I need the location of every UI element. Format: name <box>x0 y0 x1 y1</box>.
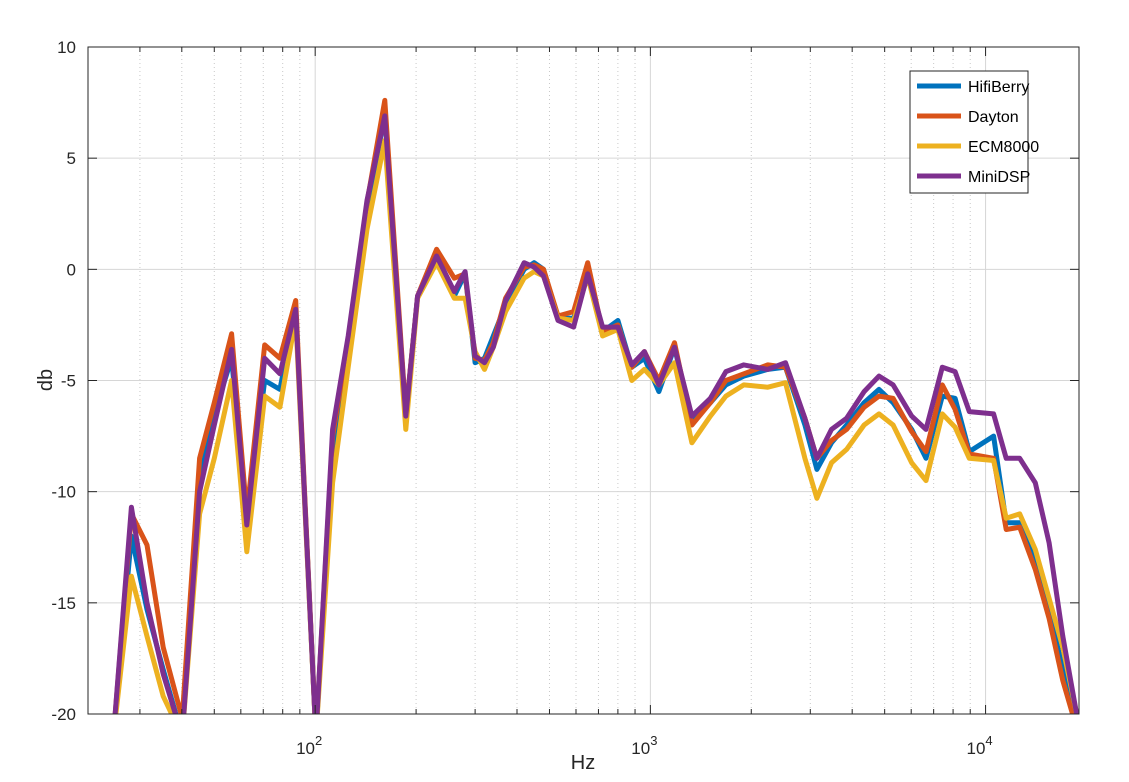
series-line-dayton <box>112 97 1076 714</box>
y-tick-label: 10 <box>57 38 76 57</box>
x-tick-labels: 102 103 104 <box>296 733 993 758</box>
y-tick-label: -15 <box>51 594 76 613</box>
x-tick-base: 10 <box>631 739 650 758</box>
y-tick-label: 0 <box>67 260 76 279</box>
legend-label-minidsp: MiniDSP <box>968 169 1030 186</box>
legend-label-hifiberry: HifiBerry <box>968 79 1029 96</box>
x-tick-base: 10 <box>296 739 315 758</box>
y-axis-label: db <box>35 369 57 391</box>
legend: HifiBerry Dayton ECM8000 MiniDSP <box>909 70 1039 194</box>
legend-label-ecm8000: ECM8000 <box>968 139 1039 156</box>
x-tick-base: 10 <box>966 739 985 758</box>
x-tick-exponent: 2 <box>315 733 322 748</box>
x-tick-label: 102 <box>296 733 322 758</box>
legend-label-dayton: Dayton <box>968 109 1019 126</box>
x-tick-label: 104 <box>966 733 992 758</box>
y-tick-labels: 10 5 0 -5 -10 -15 -20 <box>51 38 76 724</box>
x-axis-label: Hz <box>571 752 595 774</box>
tick-marks <box>88 46 1079 715</box>
y-tick-label: 5 <box>67 149 76 168</box>
y-tick-label: -20 <box>51 705 76 724</box>
y-tick-label: -10 <box>51 483 76 502</box>
series-line-minidsp <box>112 113 1079 714</box>
y-tick-label: -5 <box>61 372 76 391</box>
x-tick-label: 103 <box>631 733 657 758</box>
series-layer <box>112 97 1079 714</box>
legend-box <box>909 70 1029 194</box>
x-tick-exponent: 4 <box>985 733 992 748</box>
x-tick-exponent: 3 <box>650 733 657 748</box>
